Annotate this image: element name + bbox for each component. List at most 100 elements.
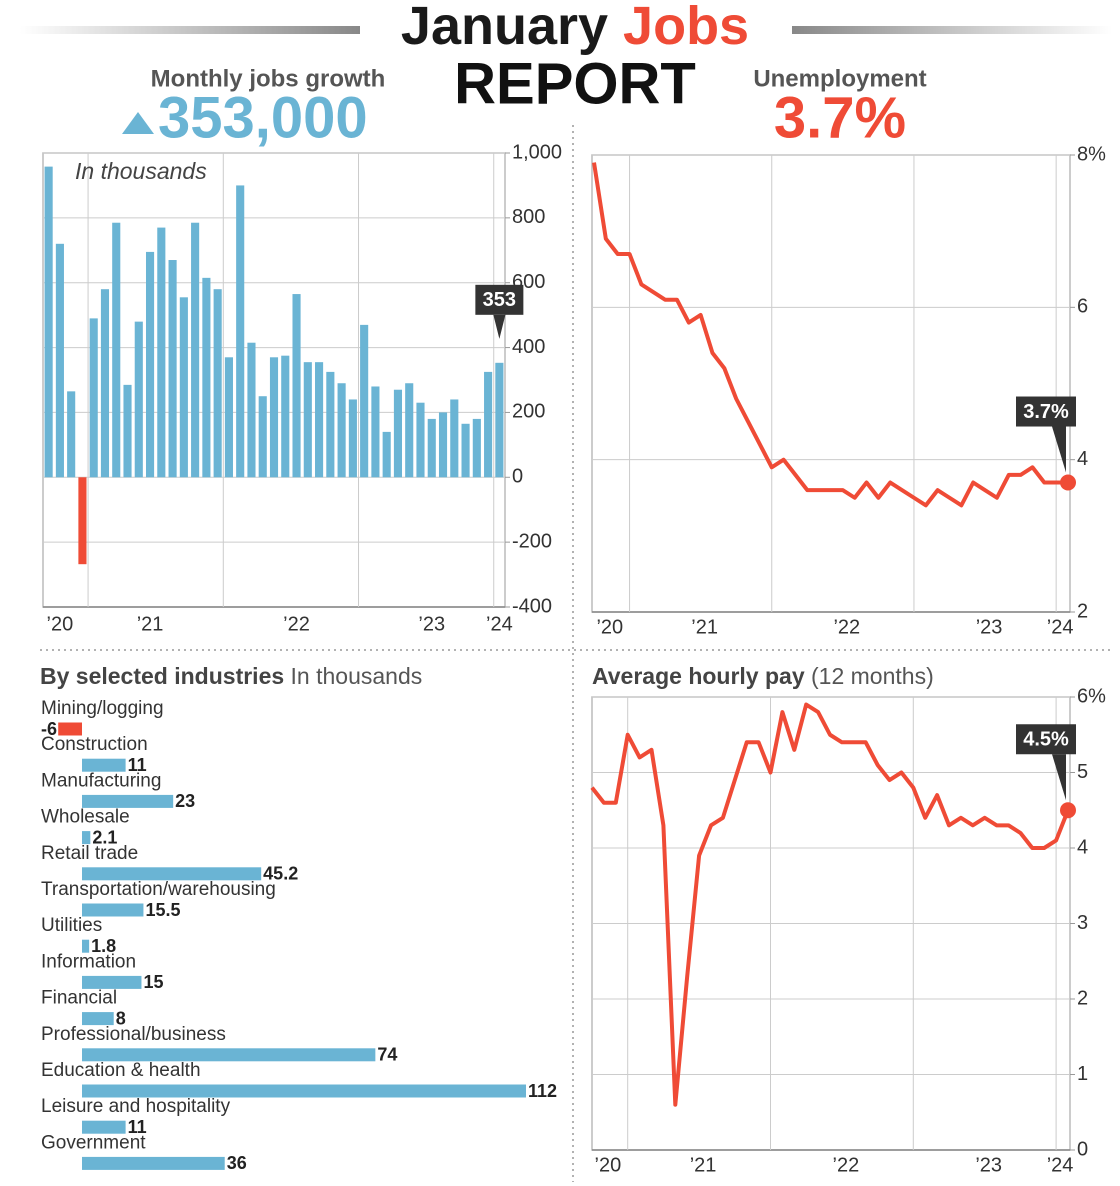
y-tick-label: 1,000 [512, 141, 562, 163]
y-tick-label: -200 [512, 530, 552, 552]
bar [179, 297, 188, 478]
x-tick-label: ’20 [595, 1154, 622, 1176]
x-tick-label: ’23 [418, 613, 445, 635]
category-label: Leisure and hospitality [41, 1096, 231, 1117]
bar [224, 357, 233, 478]
bar [326, 371, 335, 478]
bar [44, 166, 53, 478]
y-tick-label: 2 [1077, 600, 1088, 622]
y-tick-label: 6 [1077, 296, 1088, 318]
bar [191, 222, 200, 478]
bar [82, 758, 126, 772]
category-label: Manufacturing [41, 770, 161, 791]
bar [292, 294, 301, 478]
callout-pointer [1052, 426, 1066, 473]
category-label: Government [41, 1132, 146, 1153]
bar [247, 342, 256, 478]
bar [393, 389, 403, 478]
y-tick-label: 4 [1077, 836, 1088, 858]
chart-title: Average hourly pay (12 months) [592, 663, 934, 689]
value-label: 8 [116, 1008, 126, 1028]
category-label: Construction [41, 734, 148, 755]
bar [202, 277, 211, 478]
title-sub: (12 months) [811, 663, 934, 689]
bar [82, 975, 142, 989]
value-label: -6 [41, 719, 57, 739]
bar [371, 386, 380, 478]
bar [281, 355, 290, 478]
category-label: Financial [41, 988, 117, 1009]
x-tick-label: ’21 [690, 1154, 717, 1176]
value-label: 74 [377, 1045, 397, 1065]
title-main: Average hourly pay [592, 663, 805, 689]
callout-label: 3.7% [1023, 401, 1069, 423]
y-tick-label: 800 [512, 206, 545, 228]
category-label: Mining/logging [41, 698, 164, 719]
bar [55, 243, 64, 478]
up-arrow [122, 112, 154, 134]
bar [82, 903, 144, 917]
value-label: 112 [528, 1081, 557, 1101]
bar [315, 362, 324, 478]
bar [450, 399, 459, 478]
bar [82, 794, 174, 808]
y-tick-label: 1 [1077, 1063, 1088, 1085]
category-label: Transportation/warehousing [41, 879, 276, 900]
bar [269, 357, 279, 478]
bar [213, 289, 222, 478]
x-tick-label: ’20 [596, 616, 623, 638]
x-tick-label: ’21 [137, 613, 164, 635]
title-rule [20, 26, 360, 34]
bar [303, 362, 312, 478]
value-label: 11 [128, 1117, 147, 1137]
plot-frame [591, 154, 1071, 613]
bar [82, 1156, 225, 1170]
title-main: By selected industries [40, 663, 284, 689]
bar [82, 1048, 376, 1062]
category-label: Information [41, 951, 136, 972]
title-word: Jobs [623, 0, 749, 56]
y-tick-label: 400 [512, 336, 545, 358]
bar [134, 321, 143, 478]
end-point [1060, 802, 1076, 819]
bar [82, 867, 262, 881]
y-tick-label: 3 [1077, 912, 1088, 934]
category-label: Retail trade [41, 843, 138, 864]
kpi-label: Unemployment [753, 65, 926, 92]
y-tick-label: 4 [1077, 448, 1088, 470]
bar [382, 431, 391, 478]
bar [123, 384, 132, 478]
x-tick-label: ’24 [1047, 616, 1074, 638]
bar [405, 383, 414, 478]
category-label: Utilities [41, 915, 102, 936]
y-tick-label: 200 [512, 401, 545, 423]
x-tick-label: ’22 [833, 616, 860, 638]
y-tick-label: 0 [512, 466, 523, 488]
bar [472, 418, 481, 478]
value-label: 45.2 [263, 864, 298, 884]
value-label: 1.8 [91, 936, 116, 956]
bar [82, 1120, 126, 1134]
category-label: Professional/business [41, 1024, 226, 1045]
bar [157, 227, 166, 478]
bar [58, 722, 82, 736]
title-report: REPORT [454, 51, 696, 116]
bar [348, 399, 357, 478]
x-tick-label: ’23 [976, 616, 1003, 638]
bar [427, 418, 436, 478]
x-tick-label: ’24 [486, 613, 513, 635]
kpi-label: Monthly jobs growth [151, 65, 386, 92]
bar [416, 402, 425, 478]
bar [236, 185, 245, 478]
bar [258, 396, 267, 478]
end-point [1060, 474, 1076, 491]
bar [67, 391, 76, 478]
callout-pointer [1052, 754, 1066, 801]
y-tick-label: 0 [1077, 1138, 1088, 1160]
bar [82, 831, 91, 845]
bar [89, 318, 98, 478]
title-word: January [401, 0, 608, 56]
x-tick-label: ’23 [975, 1154, 1002, 1176]
callout-box [475, 284, 524, 315]
